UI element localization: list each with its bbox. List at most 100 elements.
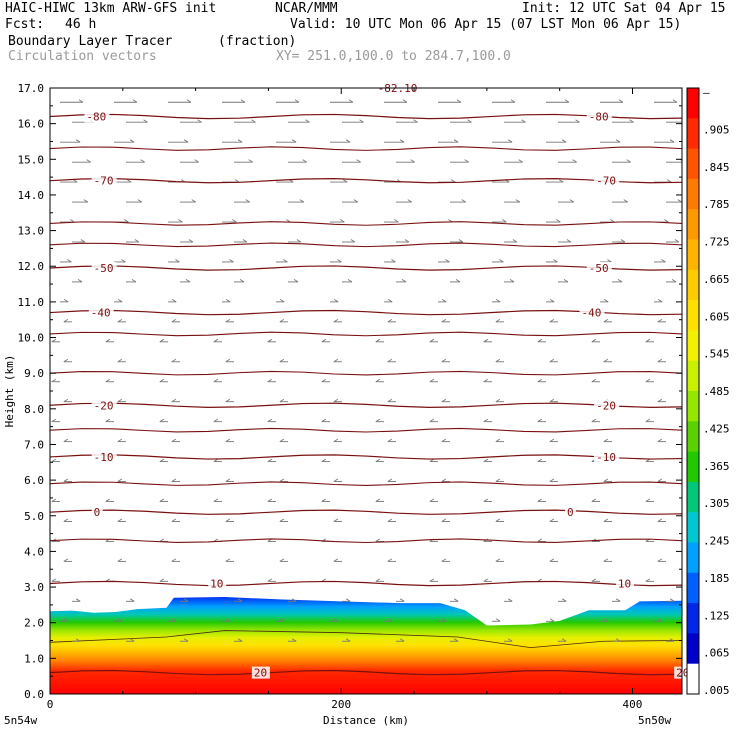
isotherm-label-bg [594,399,620,412]
wind-vector-arrow [225,518,234,522]
wind-vector-head [117,478,123,482]
wind-vector-head [450,179,456,183]
wind-vector-arrow [279,398,288,403]
wind-vector-head [117,358,123,363]
wind-vector-head [657,618,663,622]
wind-vector-head [237,598,243,602]
wind-vector-arrow [441,518,450,522]
wind-vector-arrow [180,638,189,642]
wind-vector-arrow [429,378,438,383]
wind-vector-head [657,438,663,443]
wind-vector-head [267,578,273,582]
y-tick-label: 14.0 [18,189,45,202]
isotherm-label-bg [586,110,612,123]
wind-vector-head [569,199,575,203]
wind-vector-head [171,518,177,522]
wind-vector-arrow [558,239,572,243]
wind-vector-arrow [429,498,438,502]
wind-vector-arrow [504,598,513,602]
colorbar-swatch [687,603,699,634]
wind-vector-head [75,139,81,143]
wind-vector-head [67,259,72,263]
wind-vector-arrow [387,438,396,443]
wind-vector-arrow [234,279,245,283]
wind-vector-arrow [591,338,600,343]
wind-vector-arrow [168,99,192,103]
wind-vector-head [615,598,621,602]
colorbar-label: .485 [703,385,730,398]
wind-vector-head [78,99,84,103]
wind-vector-head [279,358,285,363]
wind-vector-head [591,498,597,502]
wind-vector-head [171,318,177,323]
wind-vector-head [441,299,447,303]
wind-vector-head [225,358,231,363]
wind-vector-arrow [180,119,202,123]
wind-vector-head [225,438,231,443]
wind-vector-head [657,358,663,363]
y-tick-label: 4.0 [24,545,44,558]
wind-vector-head [375,378,381,383]
wind-vector-head [617,279,623,283]
wind-vector-head [333,299,339,303]
wind-vector-head [279,558,285,562]
isotherm-line [49,146,683,151]
y-tick-label: 12.0 [18,260,45,273]
wind-vector-arrow [375,418,384,423]
wind-vector-head [387,318,393,323]
colorbar-frame [686,87,700,695]
wind-vector-head [197,119,202,123]
y-tick-label: 15.0 [18,153,45,166]
wind-vector-arrow [114,299,123,303]
wind-vector-head [305,119,310,123]
wind-vector-head [603,618,609,622]
wind-vector-head [239,279,245,283]
wind-vector-arrow [225,358,234,363]
wind-vector-arrow [537,338,546,343]
wind-vector-arrow [396,159,415,163]
wind-vector-head [321,578,327,582]
wind-vector-head [669,139,675,143]
wind-vector-arrow [492,219,507,223]
wind-vector-arrow [168,618,177,622]
wind-vector-arrow [546,259,558,263]
wind-vector-arrow [213,338,222,343]
wind-vector-head [429,338,435,343]
y-tick-label: 13.0 [18,225,45,238]
colorbar-label: .665 [703,273,730,286]
wind-vector-arrow [105,418,114,423]
wind-vector-head [171,358,177,363]
colorbar-label: .905 [703,123,730,136]
wind-vector-head [321,378,327,383]
wind-vector-arrow [537,418,546,423]
colorbar-swatch [687,148,699,180]
wind-vector-arrow [666,239,680,243]
colorbar-label: .845 [703,161,730,174]
colorbar-swatch [687,239,699,271]
wind-vector-arrow [546,139,567,143]
wind-vector-arrow [603,558,612,562]
wind-vector-head [353,199,359,203]
wind-vector-head [441,558,447,562]
wind-vector-arrow [342,279,353,283]
wind-vector-head [63,518,69,522]
isotherm-label-bg [91,399,117,412]
wind-vector-arrow [234,598,243,602]
colorbar-swatch [687,118,699,150]
wind-vector-arrow [558,199,575,203]
wind-vector-arrow [441,398,450,403]
wind-vector-head [347,279,353,283]
wind-vector-head [461,199,467,203]
wind-vector-head [603,478,609,482]
wind-vector-head [80,239,86,243]
wind-vector-arrow [441,358,450,363]
wind-vector-head [242,239,248,243]
isotherm-line [49,370,683,376]
wind-vector-head [603,558,609,562]
wind-vector-head [279,618,285,622]
wind-vector-arrow [396,199,413,203]
wind-vector-arrow [441,478,450,482]
wind-vector-arrow [666,598,675,602]
wind-vector-head [626,159,631,163]
wind-vector-arrow [159,578,168,582]
